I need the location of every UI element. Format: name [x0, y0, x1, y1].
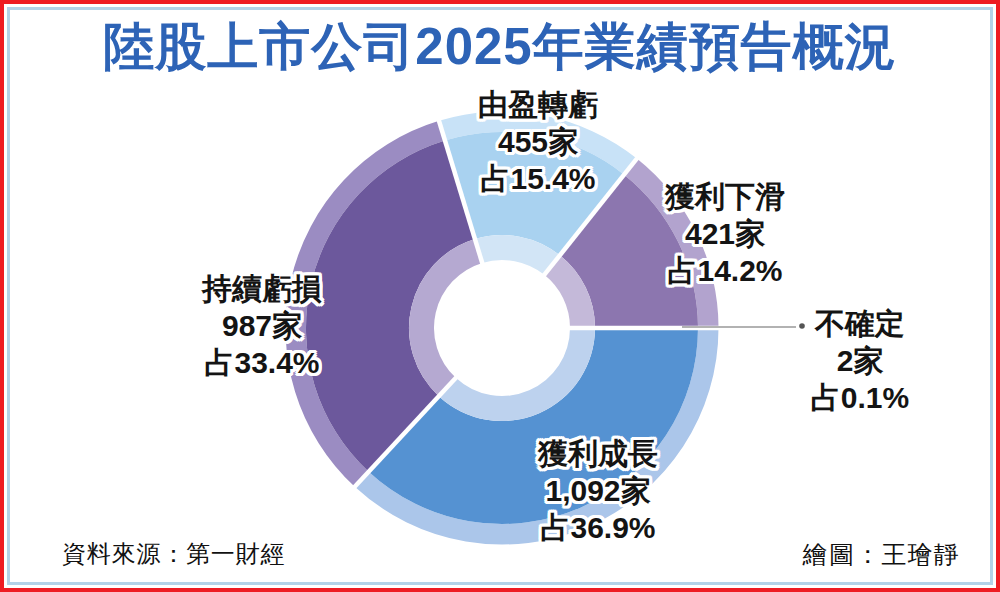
segment-name: 持續虧損: [202, 270, 322, 307]
segment-name: 由盈轉虧: [478, 86, 598, 123]
segment-count: 2家: [811, 342, 909, 379]
segment-label-profit-growth: 獲利成長 1,092家 占36.9%: [538, 435, 658, 546]
infographic-page: 陸股上市公司2025年業績預告概況 由盈轉虧 455家 占15.4% 獲利下滑 …: [0, 0, 1000, 592]
segment-label-profit-decline: 獲利下滑 421家 占14.2%: [665, 178, 785, 289]
segment-percent: 占0.1%: [811, 379, 909, 416]
segment-name: 獲利下滑: [665, 178, 785, 215]
segment-percent: 占14.2%: [665, 252, 785, 289]
segment-label-turn-to-loss: 由盈轉虧 455家 占15.4%: [478, 86, 598, 197]
segment-percent: 占36.9%: [538, 509, 658, 546]
segment-percent: 占33.4%: [202, 344, 322, 381]
segment-name: 獲利成長: [538, 435, 658, 472]
segment-count: 455家: [478, 123, 598, 160]
segment-count: 421家: [665, 215, 785, 252]
segment-count: 1,092家: [538, 472, 658, 509]
segment-percent: 占15.4%: [478, 160, 598, 197]
segment-count: 987家: [202, 307, 322, 344]
page-title: 陸股上市公司2025年業績預告概況: [4, 13, 996, 82]
segment-name: 不確定: [811, 305, 909, 342]
segment-label-uncertain: 不確定 2家 占0.1%: [811, 305, 909, 416]
segment-label-sustained-loss: 持續虧損 987家 占33.4%: [202, 270, 322, 381]
leader-dot: [799, 323, 805, 329]
credit-caption: 繪圖：王璯靜: [803, 538, 960, 571]
source-caption: 資料來源：第一財經: [62, 538, 285, 570]
